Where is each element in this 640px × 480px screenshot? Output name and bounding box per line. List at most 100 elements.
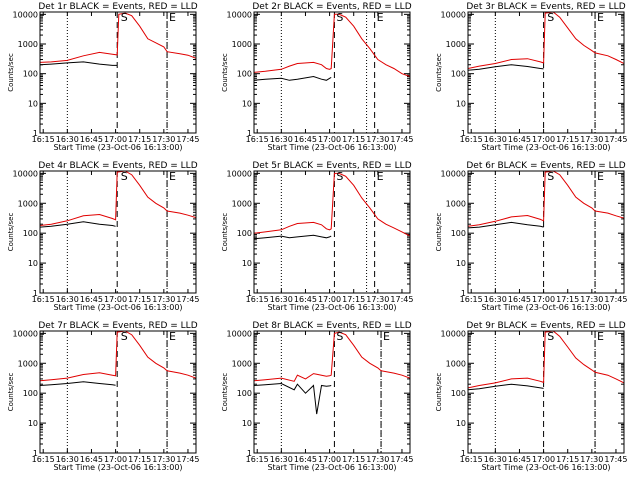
y-tick-label: 1 [33, 289, 38, 298]
event-marker-s: S [121, 330, 128, 343]
series-line-lld [40, 331, 196, 382]
event-marker-s: S [336, 330, 343, 343]
x-axis-title: Start Time (23-Oct-06 16:13:00) [53, 463, 182, 472]
event-marker-s: S [547, 330, 554, 343]
x-tick-label: 17:00 [318, 135, 341, 144]
series-line-lld [468, 331, 624, 389]
y-tick-label: 10 [242, 259, 252, 268]
y-axis-title: Counts/sec [435, 213, 443, 252]
event-marker-e: E [377, 11, 384, 24]
x-tick-label: 16:15 [460, 455, 483, 464]
y-tick-label: 100 [237, 389, 252, 398]
series-line-events [254, 382, 332, 415]
x-tick-label: 17:15 [342, 295, 365, 304]
x-tick-label: 17:00 [532, 295, 555, 304]
x-axis-title: Start Time (23-Oct-06 16:13:00) [481, 463, 610, 472]
x-tick-label: 17:15 [128, 455, 151, 464]
y-tick-label: 10 [28, 259, 38, 268]
x-tick-label: 16:30 [56, 455, 79, 464]
y-tick-label: 1000 [446, 40, 466, 49]
panel-title: Det 2r BLACK = Events, RED = LLD [252, 2, 411, 12]
x-tick-label: 17:45 [176, 295, 199, 304]
y-axis-title: Counts/sec [435, 373, 443, 412]
y-tick-label: 10000 [227, 169, 252, 178]
chart-panel-7: Det 7r BLACK = Events, RED = LLD Start Ti… [7, 321, 199, 472]
x-axis-title: Start Time (23-Oct-06 16:13:00) [53, 143, 182, 152]
x-tick-label: 17:30 [580, 135, 603, 144]
y-tick-label: 100 [23, 229, 38, 238]
event-marker-s: S [547, 170, 554, 183]
y-tick-label: 100 [451, 229, 466, 238]
x-tick-label: 17:00 [104, 295, 127, 304]
event-marker-s: S [336, 170, 343, 183]
x-tick-label: 16:15 [246, 455, 269, 464]
event-marker-e: E [169, 11, 176, 24]
x-tick-label: 16:15 [32, 455, 55, 464]
x-tick-label: 17:30 [580, 455, 603, 464]
plot-frame [253, 11, 411, 134]
event-marker-e: E [377, 170, 384, 183]
y-tick-label: 1000 [446, 359, 466, 368]
y-tick-label: 1 [461, 449, 466, 458]
x-tick-label: 17:30 [580, 295, 603, 304]
x-tick-label: 16:15 [460, 295, 483, 304]
y-tick-label: 10 [28, 99, 38, 108]
y-tick-label: 10 [242, 419, 252, 428]
x-tick-label: 17:00 [532, 135, 555, 144]
y-tick-label: 10000 [441, 10, 466, 19]
x-tick-label: 17:45 [176, 135, 199, 144]
panel-title: Det 5r BLACK = Events, RED = LLD [252, 161, 411, 171]
x-tick-label: 17:15 [128, 295, 151, 304]
x-tick-label: 17:45 [390, 295, 413, 304]
plot-frame [253, 330, 411, 454]
x-tick-label: 17:30 [152, 455, 175, 464]
x-tick-label: 17:00 [104, 455, 127, 464]
y-tick-label: 100 [23, 389, 38, 398]
series-line-events [468, 221, 544, 229]
y-tick-label: 10 [28, 419, 38, 428]
x-tick-label: 16:30 [270, 135, 293, 144]
y-tick-label: 100 [237, 70, 252, 79]
x-tick-label: 17:00 [318, 455, 341, 464]
x-tick-label: 17:30 [366, 455, 389, 464]
panel-title: Det 4r BLACK = Events, RED = LLD [38, 161, 197, 171]
series-line-events [40, 61, 118, 66]
x-tick-label: 16:45 [294, 135, 317, 144]
event-marker-e: E [597, 170, 604, 183]
y-tick-label: 10000 [441, 329, 466, 338]
x-tick-label: 17:30 [366, 135, 389, 144]
y-tick-label: 10000 [13, 329, 38, 338]
x-axis-title: Start Time (23-Oct-06 16:13:00) [267, 303, 396, 312]
series-line-lld [468, 171, 624, 227]
y-tick-label: 10000 [227, 329, 252, 338]
chart-panel-8: Det 8r BLACK = Events, RED = LLD Start Ti… [221, 321, 413, 472]
plot-frame [39, 170, 197, 294]
panel-title: Det 7r BLACK = Events, RED = LLD [38, 321, 197, 331]
x-tick-label: 17:00 [318, 295, 341, 304]
y-tick-label: 100 [451, 389, 466, 398]
y-tick-label: 1000 [232, 40, 252, 49]
plot-frame [253, 170, 411, 294]
x-tick-label: 16:15 [460, 135, 483, 144]
y-tick-label: 10000 [13, 10, 38, 19]
x-tick-label: 16:15 [32, 135, 55, 144]
y-tick-label: 1 [247, 129, 252, 138]
event-marker-e: E [169, 330, 176, 343]
series-line-events [468, 383, 544, 391]
panel-title: Det 3r BLACK = Events, RED = LLD [466, 2, 625, 12]
y-axis-title: Counts/sec [7, 213, 15, 252]
y-tick-label: 10000 [441, 169, 466, 178]
x-tick-label: 17:30 [152, 295, 175, 304]
x-axis-title: Start Time (23-Oct-06 16:13:00) [267, 143, 396, 152]
panel-title: Det 6r BLACK = Events, RED = LLD [466, 161, 625, 171]
plot-frame [467, 330, 625, 454]
x-tick-label: 16:45 [80, 295, 103, 304]
series-line-lld [254, 13, 410, 77]
x-tick-label: 17:00 [532, 455, 555, 464]
y-tick-label: 100 [451, 70, 466, 79]
series-line-lld [254, 172, 410, 237]
x-tick-label: 17:15 [556, 455, 579, 464]
y-tick-label: 10 [456, 419, 466, 428]
